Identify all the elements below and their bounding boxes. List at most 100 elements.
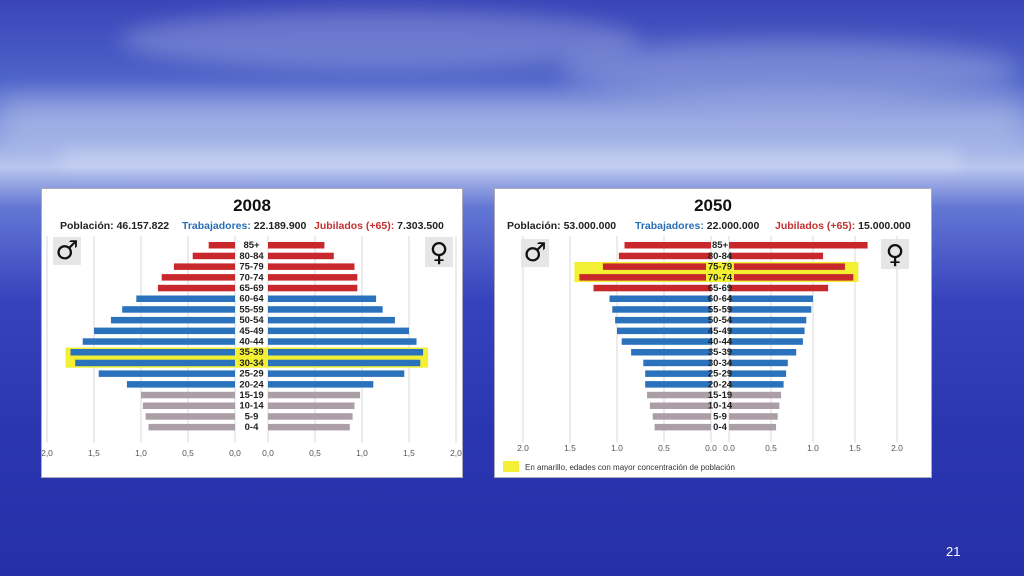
bar-female <box>268 413 353 420</box>
age-label: 30-34 <box>708 358 733 369</box>
x-tick-label: 1,0 <box>356 448 368 458</box>
stat-label: Población: <box>60 220 117 232</box>
stat-value: 15.000.000 <box>858 220 911 232</box>
bar-female <box>268 316 395 324</box>
bar-male <box>192 252 235 260</box>
pyramid-2050-panel: 2050 Población: 53.000.000 Trabajadores: 2… <box>494 188 932 478</box>
x-tick-label: 1.5 <box>564 443 576 453</box>
bar-female <box>729 306 812 313</box>
bar-male <box>618 252 711 260</box>
highlight-label-bg <box>706 262 734 271</box>
stat-value: 7.303.500 <box>397 220 444 232</box>
highlight-label-bg <box>237 348 266 357</box>
age-label: 40-44 <box>708 337 733 348</box>
age-label: 65-69 <box>708 283 732 294</box>
bar-male <box>208 242 235 249</box>
bar-male <box>161 274 235 281</box>
age-label: 45-49 <box>708 326 732 337</box>
stat-value: 22.189.900 <box>254 220 307 232</box>
stat-1: Trabajadores: 22.000.000 <box>635 220 759 232</box>
x-tick-label: 0,5 <box>309 448 321 458</box>
bar-female <box>729 316 807 324</box>
x-tick-label: 2.0 <box>517 443 529 453</box>
bar-female <box>729 295 813 302</box>
age-label: 50-54 <box>708 315 733 326</box>
bar-male <box>75 359 235 367</box>
stat-value: 53.000.000 <box>564 220 617 232</box>
x-tick-label: 0,0 <box>229 448 241 458</box>
age-label: 35-39 <box>708 347 732 358</box>
x-tick-label: 1.0 <box>807 443 819 453</box>
age-label: 30-34 <box>239 358 264 369</box>
bar-female <box>268 359 421 367</box>
x-tick-label: 1.0 <box>611 443 623 453</box>
bar-male <box>647 391 711 399</box>
bar-female <box>729 284 829 292</box>
highlight-label-bg <box>706 273 734 282</box>
bar-male <box>70 349 235 356</box>
bar-female <box>268 306 383 313</box>
bar-male <box>94 327 235 335</box>
age-label: 60-64 <box>708 294 733 305</box>
bar-male <box>602 263 711 270</box>
bar-male <box>141 391 235 399</box>
bar-male <box>649 402 711 409</box>
x-tick-label: 1,0 <box>135 448 147 458</box>
female-symbol: ♀ <box>429 238 448 268</box>
age-label: 85+ <box>243 240 260 251</box>
age-label: 15-19 <box>239 390 263 401</box>
male-symbol: ♂ <box>55 236 78 266</box>
age-label: 5-9 <box>713 411 727 422</box>
age-label: 25-29 <box>239 369 263 380</box>
male-symbol: ♂ <box>523 238 546 268</box>
pyramid-2050-chart: 2050 Población: 53.000.000 Trabajadores: 2… <box>503 196 911 472</box>
stat-value: 22.000.000 <box>707 220 760 232</box>
male-symbol-bg <box>521 239 549 267</box>
x-tick-label: 0,0 <box>262 448 274 458</box>
bar-female <box>268 391 361 399</box>
bar-female <box>729 327 805 335</box>
bar-male <box>654 423 711 431</box>
female-symbol-bg <box>881 239 909 269</box>
male-symbol-bg <box>53 237 81 265</box>
chart-title: 2008 <box>233 196 271 215</box>
age-label: 80-84 <box>239 251 264 262</box>
x-tick-label: 1,5 <box>88 448 100 458</box>
stat-label: Población: <box>507 220 564 232</box>
female-symbol-bg <box>425 237 453 267</box>
bar-male <box>609 295 711 302</box>
age-label: 85+ <box>712 240 729 251</box>
x-tick-label: 0,5 <box>182 448 194 458</box>
age-label: 40-44 <box>239 337 264 348</box>
bar-female <box>268 349 424 356</box>
bar-male <box>624 242 711 249</box>
bar-male <box>98 370 235 377</box>
bar-female <box>268 327 409 335</box>
bar-female <box>729 413 778 420</box>
bar-female <box>729 391 782 399</box>
bar-female <box>268 284 358 292</box>
bar-female <box>729 242 868 249</box>
bar-male <box>110 316 235 324</box>
bar-female <box>729 338 803 345</box>
stat-value: 46.157.822 <box>117 220 170 232</box>
stat-label: Trabajadores: <box>182 220 254 232</box>
bar-male <box>643 359 711 367</box>
bar-male <box>612 306 711 313</box>
bar-male <box>145 413 235 420</box>
x-tick-label: 0.5 <box>658 443 670 453</box>
stat-2: Jubilados (+65): 7.303.500 <box>314 220 444 232</box>
pyramid-2008-chart: 2008 Población: 46.157.822 Trabajadores: 2… <box>42 196 462 458</box>
bar-female <box>268 274 358 281</box>
bar-male <box>617 327 711 335</box>
bar-female <box>729 359 788 367</box>
highlight-label-bg <box>237 358 266 368</box>
bar-male <box>157 284 235 292</box>
bar-male <box>593 284 711 292</box>
x-tick-label: 0.5 <box>765 443 777 453</box>
age-label: 35-39 <box>239 347 263 358</box>
age-label: 0-4 <box>245 422 259 433</box>
x-tick-label: 2,0 <box>450 448 462 458</box>
bar-male <box>631 349 711 356</box>
age-label: 20-24 <box>239 379 264 390</box>
